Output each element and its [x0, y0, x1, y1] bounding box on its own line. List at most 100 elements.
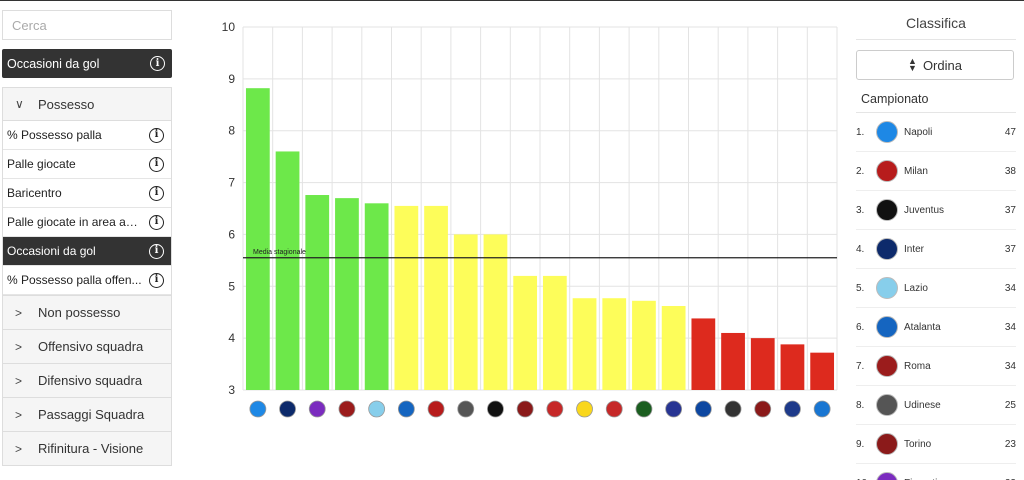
bar [661, 305, 686, 390]
category-label: Difensivo squadra [38, 373, 143, 388]
info-icon[interactable]: i [149, 214, 164, 230]
info-icon[interactable]: i [149, 185, 164, 201]
category-item[interactable]: > Passaggi Squadra [2, 398, 172, 432]
team-logo-icon [635, 400, 653, 418]
team-name: Napoli [904, 126, 933, 138]
sort-icon: ▲ ▼ [908, 56, 917, 73]
team-points: 47 [1004, 126, 1016, 138]
y-tick-label: 5 [228, 279, 235, 293]
rank-position: 3. [856, 204, 865, 216]
team-logo-icon [338, 400, 356, 418]
category-item[interactable]: > Rifinitura - Visione [2, 432, 172, 466]
selected-metric-label: Occasioni da gol [7, 56, 100, 71]
metric-item-label: Palle giocate in area avv... [7, 215, 143, 229]
ranking-panel: Classifica ▲ ▼ Ordina Campionato 1. Napoli… [856, 15, 1016, 480]
team-logo-icon [876, 355, 898, 377]
team-points: 34 [1004, 282, 1016, 294]
team-points: 23 [1004, 438, 1016, 450]
metric-item[interactable]: % Possesso palla i [3, 121, 171, 150]
team-logo-icon [754, 400, 772, 418]
category-label: Passaggi Squadra [38, 407, 145, 422]
rank-position: 10. [856, 478, 876, 480]
y-tick-label: 8 [228, 124, 235, 138]
chevron-right-icon: > [15, 441, 23, 456]
info-icon[interactable]: i [149, 156, 164, 172]
team-points: 34 [1004, 360, 1016, 372]
search-input[interactable]: Cerca [2, 10, 172, 40]
metric-item-label: Occasioni da gol [7, 244, 96, 258]
ranking-row: 5. Lazio 34 [856, 269, 1016, 308]
team-logo-icon [368, 400, 386, 418]
team-logo-icon [605, 400, 623, 418]
metric-item[interactable]: Palle giocate i [3, 150, 171, 179]
ranking-row: 9. Torino 23 [856, 425, 1016, 464]
y-tick-label: 10 [222, 20, 236, 34]
team-name: Udinese [904, 399, 941, 411]
metric-item[interactable]: Baricentro i [3, 179, 171, 208]
team-logo-icon [694, 400, 712, 418]
chevron-right-icon: > [15, 407, 23, 422]
sort-button[interactable]: ▲ ▼ Ordina [856, 50, 1014, 80]
bar [513, 275, 538, 390]
metric-group-possesso: ∨ Possesso % Possesso palla i Palle giocat… [2, 87, 172, 296]
ranking-subtitle: Campionato [856, 92, 1016, 113]
ranking-title: Classifica [856, 15, 1016, 40]
bar [721, 332, 745, 390]
category-item[interactable]: > Non possesso [2, 296, 172, 330]
info-icon[interactable]: i [149, 127, 164, 143]
sort-label: Ordina [922, 57, 962, 73]
bar [275, 151, 300, 390]
ranking-row: 6. Atalanta 34 [856, 308, 1016, 347]
bar [542, 275, 567, 390]
chevron-down-icon: ∨ [15, 97, 24, 111]
team-points: 38 [1004, 165, 1016, 177]
team-name: Milan [904, 165, 928, 177]
category-item[interactable]: > Offensivo squadra [2, 330, 172, 364]
team-logo-icon [427, 400, 445, 418]
metric-item[interactable]: % Possesso palla offen... i [3, 266, 171, 295]
selected-metric-pill[interactable]: Occasioni da gol i [2, 49, 172, 78]
team-logo-icon [876, 433, 898, 455]
team-logo-icon [876, 472, 898, 480]
rank-position: 8. [856, 399, 865, 411]
rank-position: 4. [856, 243, 865, 255]
category-item[interactable]: > Difensivo squadra [2, 364, 172, 398]
bar [424, 205, 448, 390]
bar [691, 318, 716, 390]
info-icon[interactable]: i [150, 56, 165, 71]
category-label: Offensivo squadra [38, 339, 144, 354]
info-icon[interactable]: i [149, 243, 164, 259]
team-logo-icon [279, 400, 296, 418]
team-logo-icon [876, 121, 898, 143]
ranking-row: 7. Roma 34 [856, 347, 1016, 386]
rank-position: 2. [856, 165, 865, 177]
team-points: 25 [1004, 399, 1016, 411]
group-header-possesso[interactable]: ∨ Possesso [3, 88, 171, 121]
metric-sidebar: Cerca Occasioni da gol i ∨ Possesso % Po… [2, 10, 172, 466]
bar [750, 338, 775, 390]
ranking-row: 3. Juventus 37 [856, 191, 1016, 230]
bar [453, 234, 478, 390]
ranking-row: 1. Napoli 47 [856, 113, 1016, 152]
metric-item[interactable]: Occasioni da gol i [3, 237, 171, 266]
bar [245, 88, 270, 390]
info-icon[interactable]: i [149, 272, 164, 288]
category-label: Rifinitura - Visione [38, 441, 144, 456]
bar-chart: 3 4 5 6 7 8 9 10 Media stagionale [210, 13, 840, 433]
team-logo-icon [249, 400, 267, 418]
team-logo-icon [876, 277, 898, 299]
chevron-right-icon: > [15, 305, 23, 320]
bar [364, 203, 389, 390]
team-name: Roma [904, 360, 931, 372]
ranking-row: 2. Milan 38 [856, 152, 1016, 191]
team-points: 34 [1004, 321, 1016, 333]
metric-item[interactable]: Palle giocate in area avv... i [3, 208, 171, 237]
y-tick-label: 7 [228, 176, 235, 190]
team-points: 23 [998, 478, 1016, 480]
y-tick-label: 4 [228, 331, 235, 345]
team-name: Lazio [904, 282, 928, 294]
bar [572, 298, 597, 390]
metric-item-label: % Possesso palla [7, 128, 102, 142]
y-tick-label: 6 [228, 227, 235, 241]
team-logo-icon [487, 400, 504, 418]
